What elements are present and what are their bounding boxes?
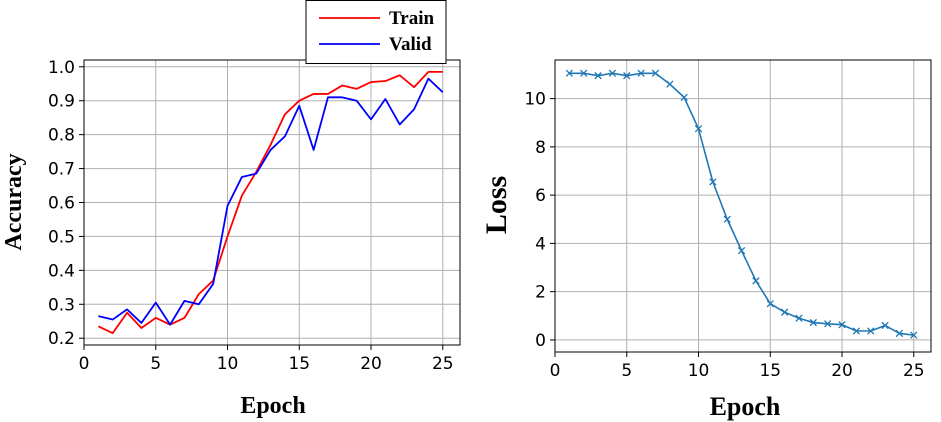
loss-data-point: [608, 69, 617, 77]
loss-x-tick-label: 25: [903, 361, 925, 381]
accuracy-x-axis-title: Epoch: [240, 393, 305, 419]
loss-data-point: [852, 327, 861, 335]
loss-data-point: [838, 321, 846, 329]
accuracy-x-tick-label: 10: [217, 354, 239, 374]
loss-x-tick-label: 0: [550, 361, 561, 381]
loss-data-point: [867, 327, 875, 335]
loss-data-point: [881, 321, 889, 330]
loss-y-tick-label: 0: [535, 331, 546, 351]
loss-data-point: [666, 80, 674, 88]
loss-data-point: [895, 329, 904, 338]
loss-y-axis-title: Loss: [480, 176, 513, 234]
loss-data-point: [694, 125, 703, 133]
accuracy-series-train-line: [97, 70, 443, 335]
accuracy-y-tick-label: 1.0: [48, 58, 75, 78]
loss-data-point: [809, 318, 817, 327]
loss-data-point: [594, 72, 602, 80]
accuracy-x-tick-label: 5: [150, 354, 161, 374]
loss-data-point: [637, 69, 645, 77]
loss-data-point: [910, 331, 918, 339]
loss-data-point: [623, 72, 631, 80]
loss-chart: Loss Epoch 0 5 10 15 20 25 0 2 4 6 8 10: [480, 59, 932, 421]
loss-y-tick-label: 4: [535, 234, 546, 254]
loss-data-point: [752, 277, 760, 285]
loss-data-point: [795, 314, 803, 322]
loss-y-tick-label: 6: [535, 186, 546, 206]
accuracy-x-tick-label: 15: [288, 354, 310, 374]
loss-data-point: [709, 178, 717, 186]
loss-x-tick-label: 15: [759, 361, 781, 381]
accuracy-x-tick-label: 20: [360, 354, 382, 374]
loss-plot-frame: [554, 59, 932, 353]
loss-y-tick-label: 10: [524, 90, 546, 110]
accuracy-y-axis-title: Accuracy: [1, 153, 27, 250]
accuracy-chart: Accuracy Epoch 0 5 10 15 20 25 0.2 0.3 0.4 0.5 0.6…: [1, 58, 461, 419]
loss-data-point: [651, 69, 660, 77]
legend-valid-label: Valid: [389, 34, 432, 55]
loss-data-point: [580, 69, 588, 77]
loss-data-point: [737, 246, 746, 255]
loss-y-tick-label: 8: [535, 138, 546, 158]
legend-train-label: Train: [389, 8, 434, 29]
loss-data-point: [680, 93, 688, 102]
loss-y-tick-label: 2: [535, 283, 546, 303]
loss-data-point: [565, 69, 574, 77]
loss-x-tick-label: 5: [621, 361, 632, 381]
loss-data-point: [780, 308, 789, 316]
accuracy-y-tick-label: 0.9: [48, 92, 75, 112]
accuracy-y-tick-label: 0.7: [48, 160, 75, 180]
loss-x-tick-label: 10: [688, 361, 710, 381]
accuracy-y-tick-label: 0.3: [48, 295, 75, 315]
loss-data-point: [766, 300, 774, 308]
legend-box: [305, 0, 447, 64]
accuracy-y-tick-label: 0.6: [48, 194, 75, 214]
accuracy-y-tick-label: 0.5: [48, 227, 75, 247]
accuracy-x-tick-label: 0: [79, 354, 90, 374]
accuracy-x-tick-label: 25: [432, 354, 454, 374]
loss-data-point: [723, 215, 731, 223]
loss-x-tick-label: 20: [831, 361, 853, 381]
legend: Train Valid: [305, 0, 447, 64]
loss-series-loss-line: [569, 72, 914, 336]
loss-x-axis-title: Epoch: [710, 392, 781, 421]
accuracy-y-tick-label: 0.2: [48, 329, 75, 349]
accuracy-series-valid-line: [98, 77, 444, 326]
accuracy-y-tick-label: 0.8: [48, 126, 75, 146]
accuracy-y-tick-label: 0.4: [48, 261, 75, 281]
loss-data-point: [824, 320, 832, 328]
